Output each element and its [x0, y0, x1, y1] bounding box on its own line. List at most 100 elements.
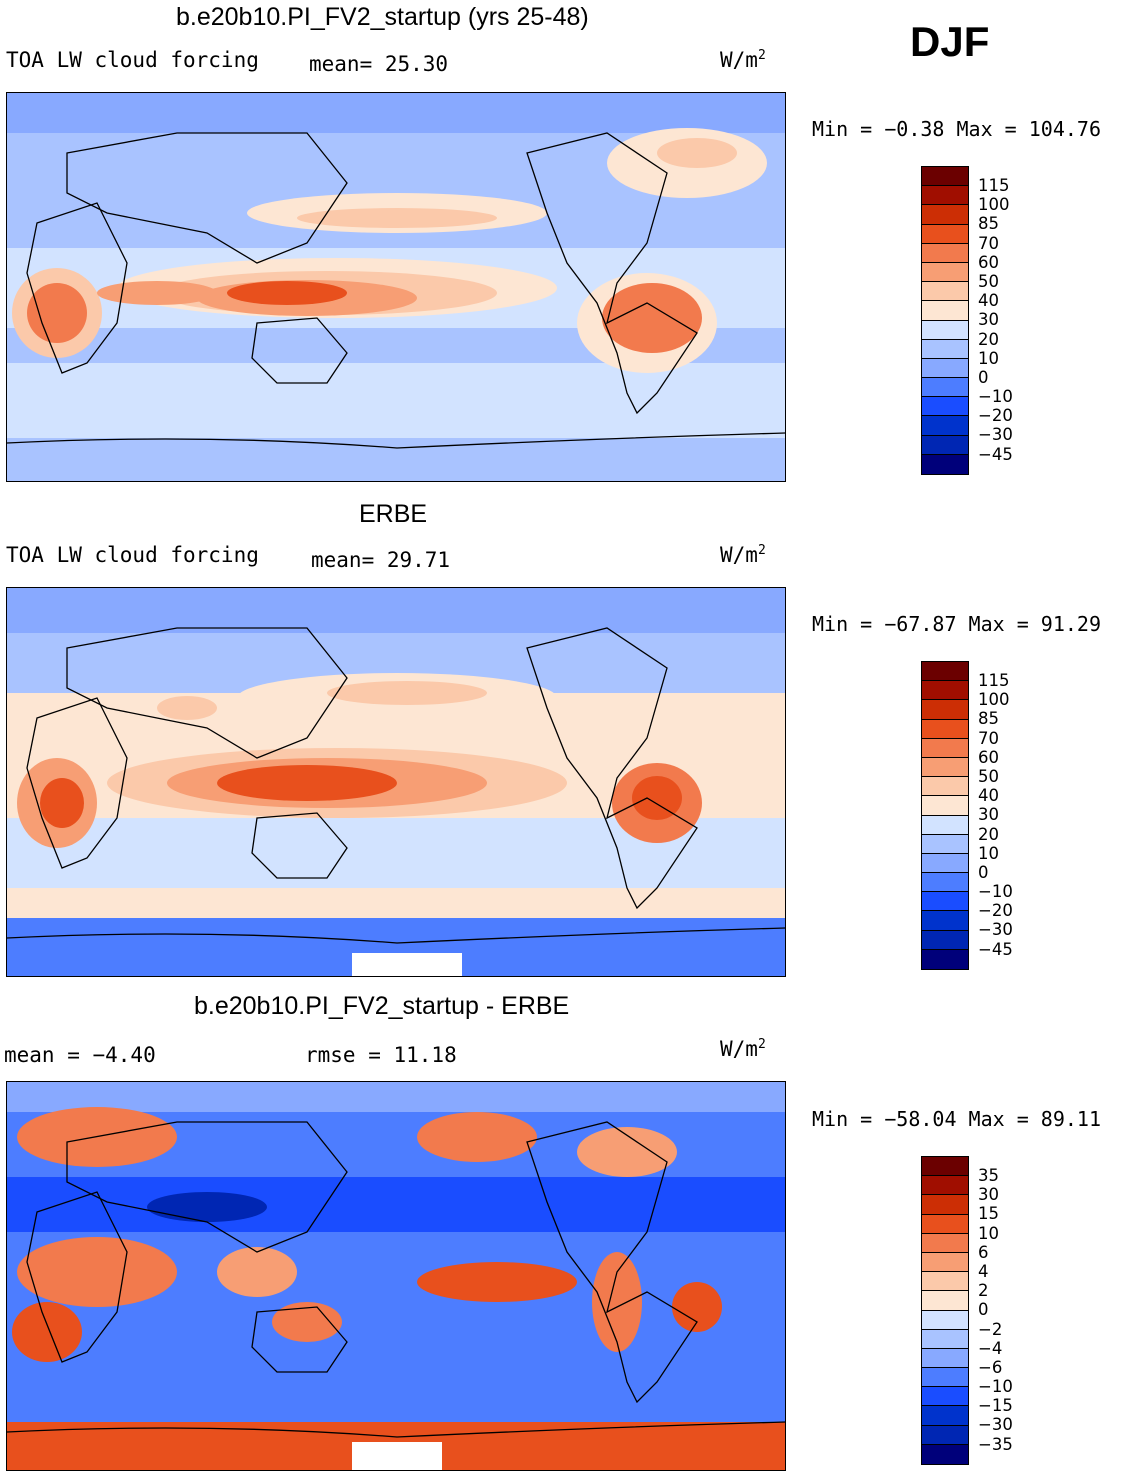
colorbar-box [922, 186, 968, 206]
colorbar-box [922, 796, 968, 816]
panel-3-rmse-label: rmse = 11.18 [305, 1043, 457, 1067]
panel-3-units: W/m2 [720, 1037, 766, 1061]
colorbar-label: 70 [978, 728, 999, 748]
colorbar-label: −6 [978, 1357, 1003, 1377]
colorbar-box [922, 282, 968, 302]
colorbar-label: 10 [978, 843, 999, 863]
colorbar-label: 20 [978, 329, 999, 349]
colorbar-box [922, 1233, 968, 1253]
colorbar-label: 10 [978, 348, 999, 368]
colorbar-box [922, 1329, 968, 1349]
colorbar-box [922, 1387, 968, 1407]
panel-2-units: W/m2 [720, 543, 766, 567]
panel-3-colorbar [921, 1156, 969, 1465]
panel-1-min-max: Min = −0.38 Max = 104.76 [812, 117, 1101, 141]
colorbar-box [922, 1195, 968, 1215]
panel-3-mean-label: mean = −4.40 [4, 1043, 156, 1067]
panel-1-colorbar [921, 166, 969, 475]
colorbar-label: 70 [978, 233, 999, 253]
colorbar-label: 10 [978, 1223, 999, 1243]
panel-3-min-max: Min = −58.04 Max = 89.11 [812, 1107, 1101, 1131]
colorbar-box [922, 205, 968, 225]
season-label: DJF [910, 18, 990, 65]
panel-1-mean-label: mean= 25.30 [309, 52, 449, 76]
colorbar-label: 85 [978, 709, 999, 729]
colorbar-box [922, 416, 968, 436]
colorbar-label: 100 [978, 195, 1010, 215]
panel-1-map [6, 92, 786, 482]
colorbar-label: −30 [978, 425, 1013, 445]
colorbar-label: −45 [978, 939, 1013, 959]
colorbar-label: 6 [978, 1242, 989, 1262]
colorbar-box [922, 815, 968, 835]
colorbar-box [922, 435, 968, 455]
colorbar-box [922, 892, 968, 912]
colorbar-box [922, 873, 968, 893]
colorbar-box [922, 853, 968, 874]
panel-2-colorbar-labels: 115 100 85 70 60 50 40 30 20 10 0 −10 −2… [978, 671, 1013, 959]
colorbar-box [922, 1291, 968, 1311]
colorbar-box [922, 834, 968, 854]
colorbar-box [922, 1214, 968, 1234]
colorbar-label: 0 [978, 862, 989, 882]
colorbar-box [922, 1368, 968, 1388]
colorbar-box [922, 320, 968, 340]
colorbar-box [922, 757, 968, 778]
colorbar-box [922, 719, 968, 739]
colorbar-box [922, 1406, 968, 1426]
colorbar-label: −20 [978, 901, 1013, 921]
colorbar-label: −4 [978, 1338, 1003, 1358]
colorbar-label: 40 [978, 786, 999, 806]
colorbar-label: −35 [978, 1434, 1013, 1454]
colorbar-box [922, 224, 968, 244]
colorbar-box [922, 262, 968, 283]
colorbar-box [922, 378, 968, 398]
colorbar-box [922, 301, 968, 321]
colorbar-box [922, 243, 968, 263]
colorbar-box [922, 397, 968, 417]
colorbar-label: 50 [978, 766, 999, 786]
panel-2-mean-label: mean= 29.71 [311, 548, 451, 572]
colorbar-label: −30 [978, 1415, 1013, 1435]
colorbar-box [922, 1310, 968, 1330]
colorbar-box [922, 1252, 968, 1273]
panel-3-title: b.e20b10.PI_FV2_startup - ERBE [194, 992, 570, 1020]
colorbar-label: −20 [978, 406, 1013, 426]
colorbar-box [922, 662, 968, 682]
colorbar-label: −10 [978, 1377, 1013, 1397]
colorbar-label: 15 [978, 1204, 999, 1224]
colorbar-box [922, 700, 968, 720]
colorbar-box [922, 1425, 968, 1445]
colorbar-label: 100 [978, 690, 1010, 710]
colorbar-label: 60 [978, 747, 999, 767]
panel-2-variable-label: TOA LW cloud forcing [6, 543, 259, 567]
colorbar-box [922, 911, 968, 931]
panel-2-colorbar [921, 661, 969, 970]
colorbar-box [922, 681, 968, 701]
panel-1-title: b.e20b10.PI_FV2_startup (yrs 25-48) [176, 3, 589, 31]
colorbar-box [922, 1176, 968, 1196]
colorbar-label: 30 [978, 1185, 999, 1205]
colorbar-label: 4 [978, 1261, 989, 1281]
colorbar-label: 20 [978, 824, 999, 844]
colorbar-box [922, 339, 968, 359]
colorbar-box [922, 454, 968, 474]
colorbar-label: −45 [978, 444, 1013, 464]
colorbar-box [922, 777, 968, 797]
colorbar-box [922, 949, 968, 969]
colorbar-label: 115 [978, 671, 1010, 690]
panel-1-units: W/m2 [720, 48, 766, 72]
colorbar-label: 85 [978, 214, 999, 234]
colorbar-label: −10 [978, 387, 1013, 407]
colorbar-label: 40 [978, 291, 999, 311]
colorbar-label: −15 [978, 1396, 1013, 1416]
colorbar-label: −2 [978, 1319, 1003, 1339]
colorbar-box [922, 1348, 968, 1369]
colorbar-box [922, 1444, 968, 1464]
panel-1-variable-label: TOA LW cloud forcing [6, 48, 259, 72]
colorbar-label: 115 [978, 176, 1010, 195]
colorbar-label: 50 [978, 271, 999, 291]
colorbar-label: 30 [978, 805, 999, 825]
colorbar-box [922, 1272, 968, 1292]
colorbar-label: 0 [978, 367, 989, 387]
